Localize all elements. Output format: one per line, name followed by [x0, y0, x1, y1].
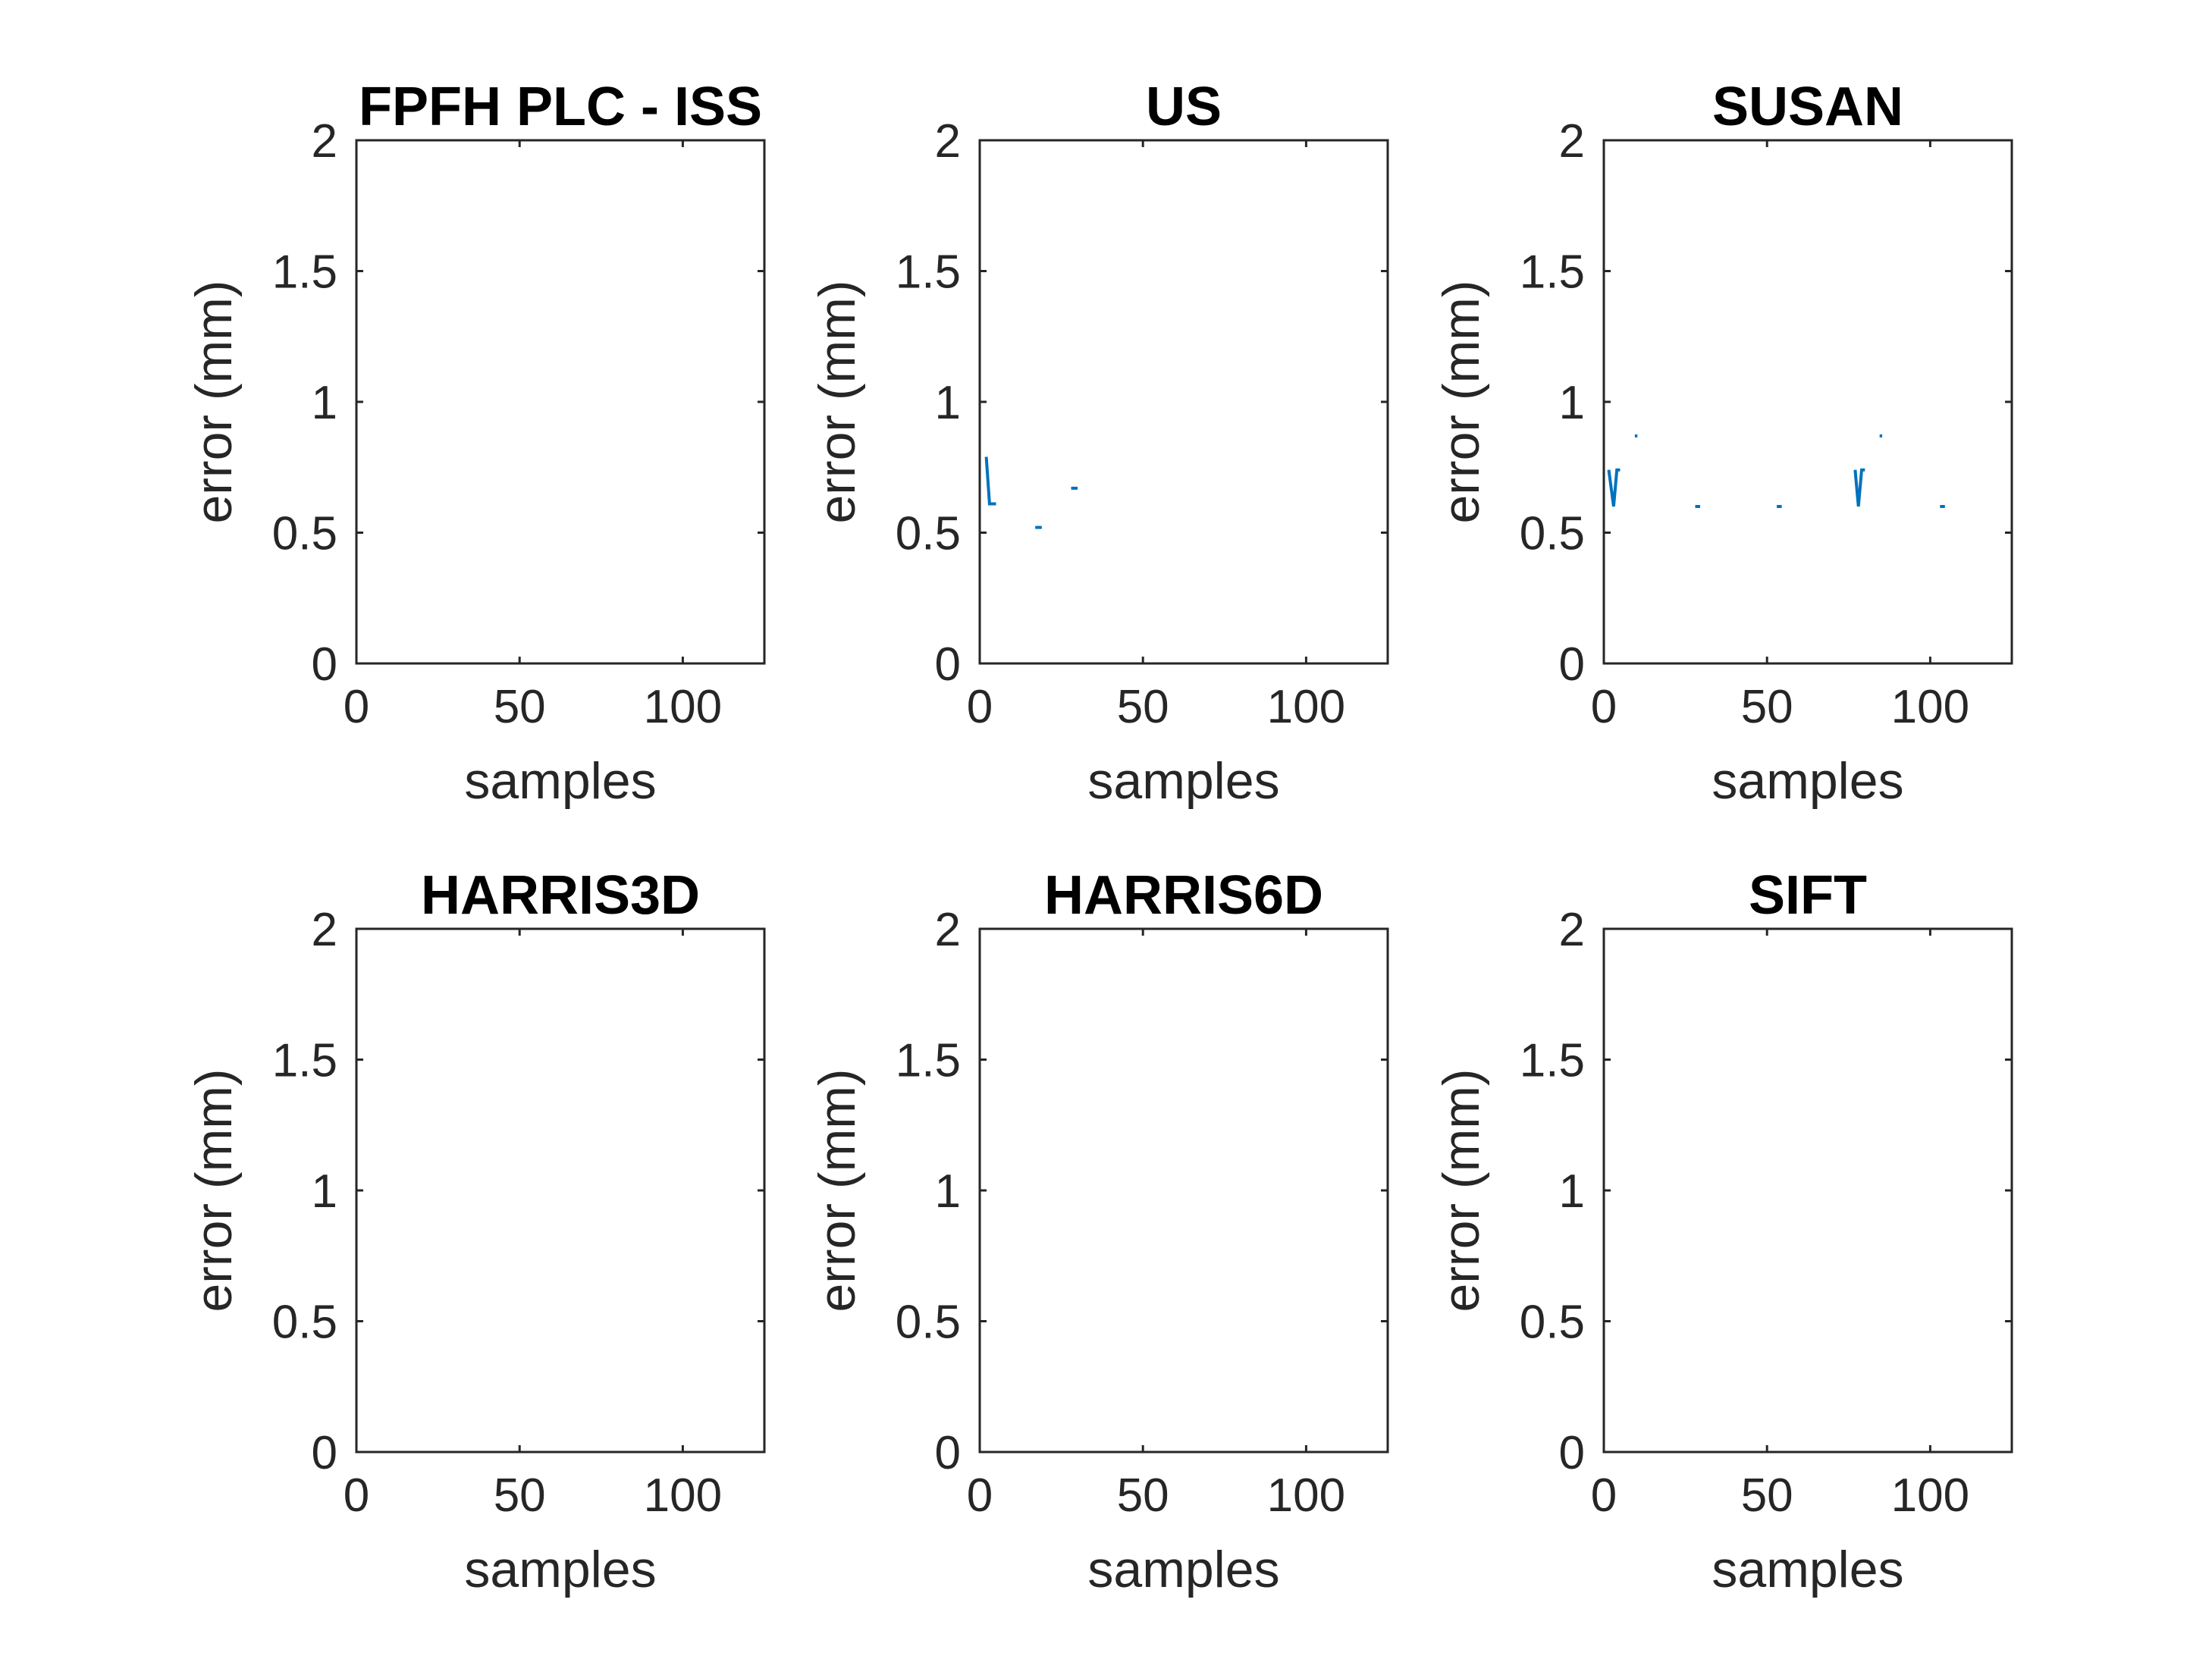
chart-title: SUSAN: [1712, 77, 1903, 137]
y-tick-label: 1.5: [272, 1035, 337, 1087]
y-axis-label: error (mm): [1432, 280, 1490, 523]
subplot-6: 0 50 100 0 0.5 1 1.5 2 SIFT samples error (mm): [1432, 865, 2013, 1598]
y-tick-label: 1.5: [1520, 246, 1585, 299]
y-tick-label: 1.5: [1520, 1035, 1585, 1087]
x-tick-label: 50: [494, 681, 546, 733]
x-tick-label: 50: [1117, 1469, 1169, 1522]
x-tick-label: 100: [1267, 681, 1345, 733]
x-tick-label: 100: [1267, 1469, 1345, 1522]
y-tick-label: 0.5: [272, 508, 337, 560]
chart-title: HARRIS3D: [421, 865, 700, 926]
y-tick-label: 1: [312, 1165, 337, 1218]
subplot-4: 0 50 100 0 0.5 1 1.5 2 HARRIS3D samples error (mm): [185, 865, 766, 1598]
y-axis-label: error (mm): [1432, 1068, 1490, 1312]
y-tick-label: 1: [935, 377, 961, 429]
subplot-5: 0 50 100 0 0.5 1 1.5 2 HARRIS6D samples error (mm): [808, 865, 1389, 1598]
y-tick-label: 0.5: [896, 1297, 961, 1349]
x-tick-label: 100: [644, 1469, 722, 1522]
y-tick-label: 0.5: [1520, 508, 1585, 560]
y-axis-label: error (mm): [185, 1068, 243, 1312]
y-tick-label: 0.5: [896, 508, 961, 560]
series-segment: [1853, 468, 1865, 507]
x-axis-label: samples: [464, 752, 656, 810]
x-tick-label: 0: [967, 1469, 993, 1522]
series-segment: [1607, 468, 1621, 507]
y-tick-label: 1: [312, 377, 337, 429]
y-tick-label: 1.5: [896, 246, 961, 299]
x-tick-label: 50: [1741, 1469, 1793, 1522]
x-tick-label: 100: [1891, 1469, 1969, 1522]
y-tick-label: 0: [1559, 638, 1585, 691]
x-axis-label: samples: [464, 1541, 656, 1598]
x-tick-label: 50: [1117, 681, 1169, 733]
y-tick-label: 2: [935, 115, 961, 168]
y-tick-label: 1: [1559, 1165, 1585, 1218]
chart-title: SIFT: [1749, 865, 1867, 926]
y-tick-label: 1.5: [272, 246, 337, 299]
chart-title: US: [1146, 77, 1222, 137]
x-axis-label: samples: [1087, 752, 1279, 810]
x-tick-label: 100: [1891, 681, 1969, 733]
x-tick-label: 0: [344, 1469, 369, 1522]
chart-title: FPFH PLC - ISS: [359, 77, 762, 137]
y-tick-label: 2: [1559, 115, 1585, 168]
x-tick-label: 0: [967, 681, 993, 733]
y-axis-label: error (mm): [185, 280, 243, 523]
y-tick-label: 2: [312, 904, 337, 956]
subplot-1: 0 50 100 0 0.5 1 1.5 2 FPFH PLC - ISS samples erro…: [185, 77, 766, 810]
y-tick-label: 0: [935, 1427, 961, 1479]
y-tick-label: 1: [1559, 377, 1585, 429]
y-axis-label: error (mm): [808, 280, 866, 523]
series-segment: [984, 456, 996, 506]
y-tick-label: 2: [312, 115, 337, 168]
y-tick-label: 0: [1559, 1427, 1585, 1479]
y-tick-label: 2: [1559, 904, 1585, 956]
y-tick-label: 0.5: [272, 1297, 337, 1349]
x-tick-label: 0: [344, 681, 369, 733]
x-tick-label: 50: [494, 1469, 546, 1522]
chart-title: HARRIS6D: [1044, 865, 1323, 926]
y-tick-label: 0: [312, 638, 337, 691]
y-tick-label: 1: [935, 1165, 961, 1218]
y-tick-label: 0: [312, 1427, 337, 1479]
x-axis-label: samples: [1712, 1541, 1903, 1598]
y-tick-label: 0: [935, 638, 961, 691]
x-tick-label: 100: [644, 681, 722, 733]
x-axis-label: samples: [1087, 1541, 1279, 1598]
x-tick-label: 50: [1741, 681, 1793, 733]
y-axis-label: error (mm): [808, 1068, 866, 1312]
y-tick-label: 1.5: [896, 1035, 961, 1087]
y-tick-label: 0.5: [1520, 1297, 1585, 1349]
subplot-3: 0 50 100 0 0.5 1 1.5 2 SUSAN samples error (mm): [1432, 77, 2013, 810]
x-tick-label: 0: [1591, 1469, 1617, 1522]
y-tick-label: 2: [935, 904, 961, 956]
subplot-2: 0 50 100 0 0.5 1 1.5 2 US samples error (mm): [808, 77, 1389, 810]
x-axis-label: samples: [1712, 752, 1903, 810]
x-tick-label: 0: [1591, 681, 1617, 733]
